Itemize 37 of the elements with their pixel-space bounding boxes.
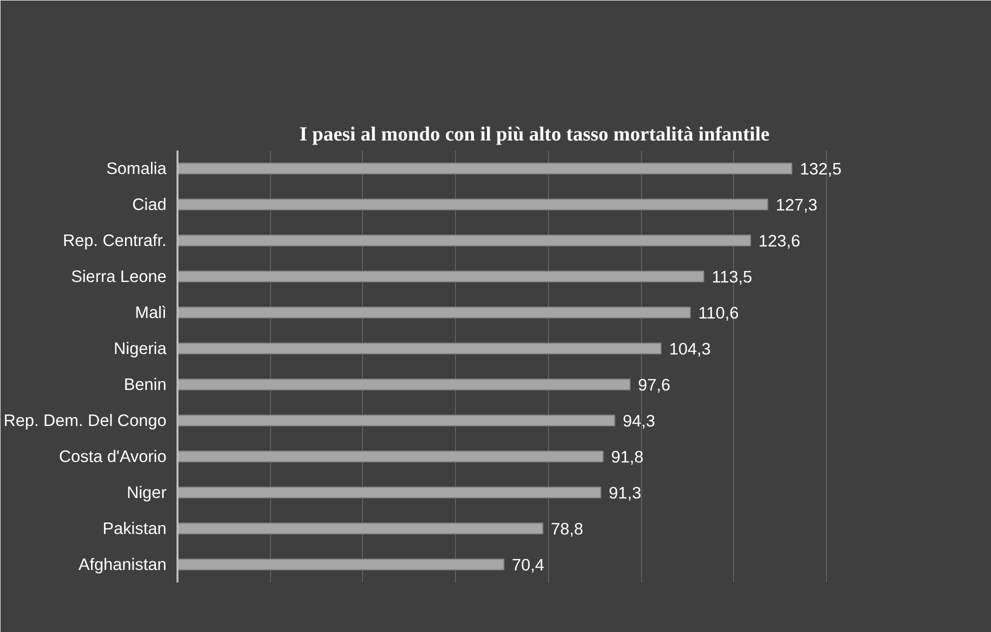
data-label: 91,8 — [611, 448, 644, 466]
data-label: 97,6 — [638, 376, 670, 394]
data-label: 78,8 — [550, 520, 584, 538]
y-tick-label: Malì — [135, 303, 166, 322]
y-tick-label: Somalia — [106, 159, 168, 178]
bar — [178, 234, 752, 246]
y-tick-label: Sierra Leone — [71, 267, 166, 286]
bar — [178, 342, 662, 354]
bar — [178, 306, 691, 318]
y-tick-label: Costa d'Avorio — [59, 447, 167, 466]
y-tick-label: Pakistan — [102, 519, 167, 538]
y-tick-label: Afghanistan — [78, 555, 167, 574]
bar — [178, 522, 544, 534]
data-label: 110,6 — [698, 304, 739, 322]
data-label: 91,3 — [608, 484, 642, 502]
bar — [178, 270, 704, 282]
y-tick-label: Ciad — [132, 195, 167, 214]
bar — [178, 450, 604, 462]
bar — [178, 198, 768, 210]
bar — [178, 486, 602, 498]
data-label: 104,3 — [669, 340, 711, 358]
bar — [178, 162, 792, 174]
data-label: 127,3 — [776, 196, 818, 214]
y-tick-label: Rep. Centrafr. — [62, 231, 166, 250]
data-label: 123,6 — [758, 232, 800, 250]
y-tick-label: Rep. Dem. Del Congo — [4, 411, 166, 430]
chart-title: I paesi al mondo con il più alto tasso mortalità infantile — [299, 124, 770, 146]
data-label: 132,5 — [800, 160, 842, 178]
bar — [178, 558, 504, 570]
data-label: 94,3 — [622, 412, 656, 430]
data-label: 113,5 — [712, 268, 752, 286]
y-tick-label: Niger — [126, 483, 167, 502]
y-tick-label: Nigeria — [114, 339, 168, 358]
bar — [178, 378, 631, 390]
data-label: 70,4 — [512, 556, 544, 574]
bar — [178, 414, 616, 426]
y-tick-label: Benin — [124, 375, 167, 394]
